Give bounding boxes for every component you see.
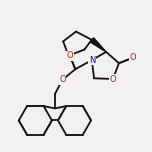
Text: N: N xyxy=(89,56,95,65)
Text: O: O xyxy=(67,51,73,60)
Text: O: O xyxy=(59,75,66,84)
Polygon shape xyxy=(90,38,106,52)
Text: O: O xyxy=(110,74,116,83)
Text: O: O xyxy=(129,53,136,62)
